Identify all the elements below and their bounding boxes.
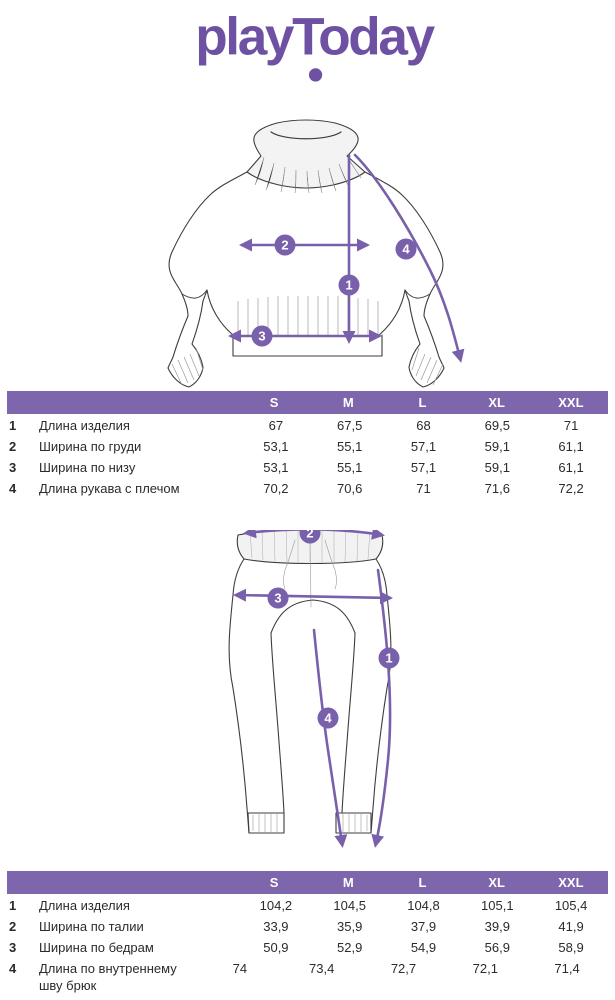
svg-text:4: 4: [324, 711, 332, 726]
svg-text:1: 1: [345, 278, 352, 293]
svg-text:2: 2: [306, 530, 313, 541]
svg-text:3: 3: [274, 591, 281, 606]
svg-text:2: 2: [281, 238, 288, 253]
svg-text:1: 1: [385, 651, 392, 666]
svg-text:playToday: playToday: [195, 8, 435, 67]
svg-text:4: 4: [402, 242, 410, 257]
svg-text:3: 3: [258, 329, 265, 344]
